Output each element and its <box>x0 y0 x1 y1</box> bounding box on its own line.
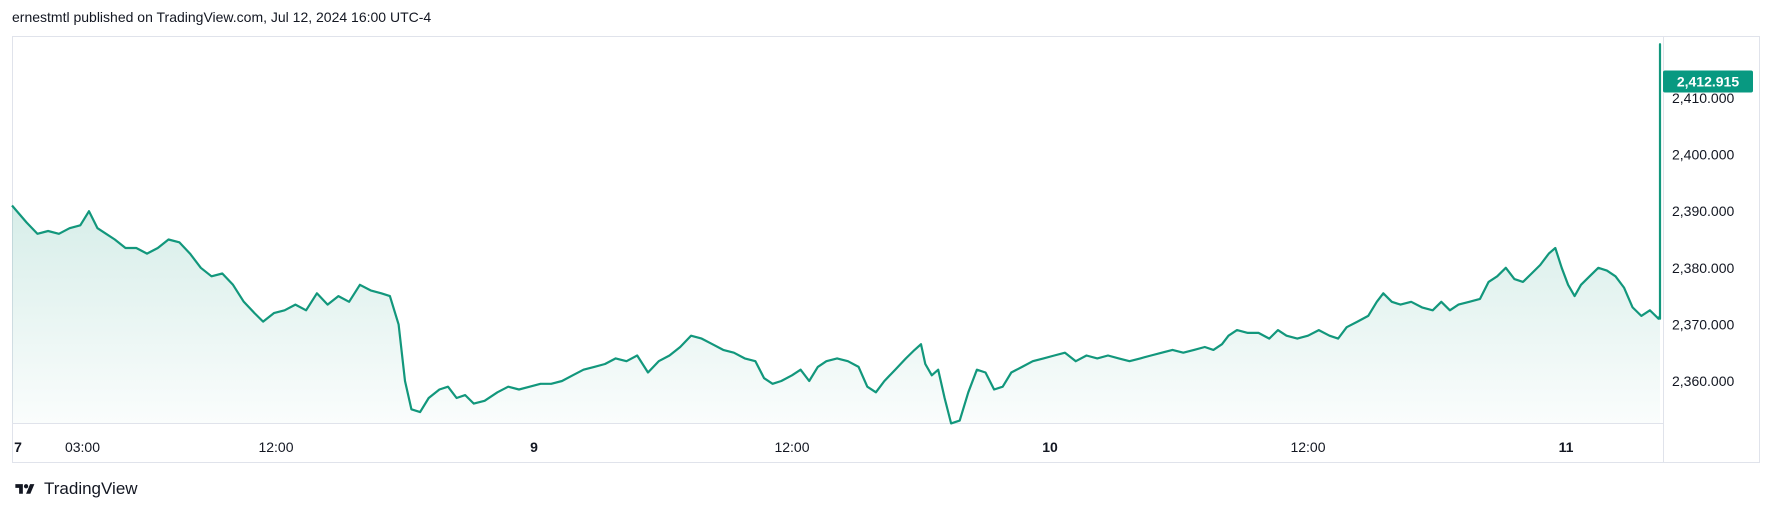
x-tick-label: 03:00 <box>65 439 100 455</box>
tradingview-logo-icon <box>15 483 35 494</box>
x-tick-label: 12:00 <box>1290 439 1325 455</box>
y-tick-label: 2,370.000 <box>1672 316 1734 332</box>
price-line-layer <box>11 43 1662 425</box>
y-tick-label: 2,410.000 <box>1672 90 1734 106</box>
y-tick-label: 2,390.000 <box>1672 203 1734 219</box>
x-tick-label: 7 <box>14 439 22 455</box>
price-line <box>11 43 1662 425</box>
publish-info: ernestmtl published on TradingView.com, … <box>12 9 432 25</box>
y-tick-label: 2,400.000 <box>1672 147 1734 163</box>
last-price-text: 2,412.915 <box>1677 74 1739 90</box>
x-tick-label: 11 <box>1559 439 1574 455</box>
x-tick-label: 12:00 <box>258 439 293 455</box>
price-axis[interactable]: 2,360.000 2,370.000 2,380.000 2,390.000 2,40… <box>1672 90 1734 389</box>
last-price-label: 2,412.915 <box>1663 70 1753 93</box>
x-tick-label: 10 <box>1042 439 1058 455</box>
y-tick-label: 2,380.000 <box>1672 260 1734 276</box>
x-tick-label: 9 <box>530 439 538 455</box>
area-fill-layer <box>12 44 1660 424</box>
tradingview-branding[interactable]: TradingView <box>12 479 138 499</box>
x-tick-label: 12:00 <box>774 439 809 455</box>
last-price-badge <box>1663 70 1753 93</box>
price-area-fill <box>12 44 1660 424</box>
tradingview-brand-text: TradingView <box>44 479 138 498</box>
y-tick-label: 2,360.000 <box>1672 373 1734 389</box>
